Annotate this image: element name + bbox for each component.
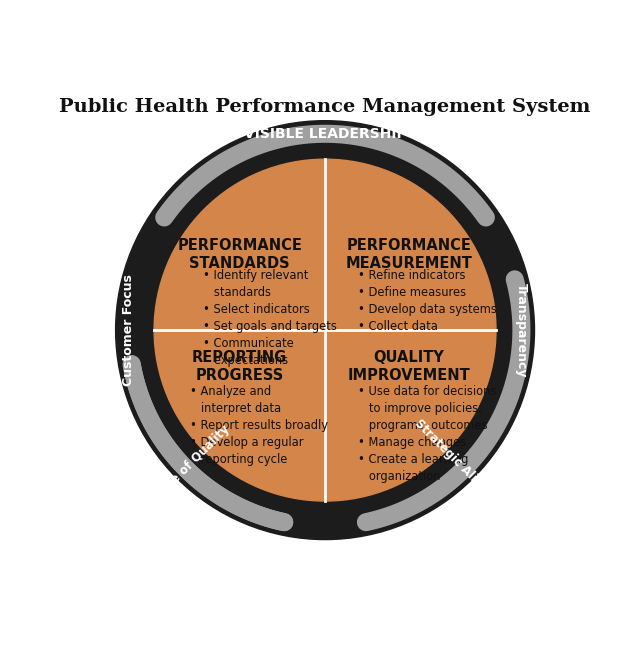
Text: Culture of Quality: Culture of Quality bbox=[140, 423, 232, 515]
Text: PERFORMANCE
MEASUREMENT: PERFORMANCE MEASUREMENT bbox=[345, 239, 472, 271]
Text: PERFORMANCE
STANDARDS: PERFORMANCE STANDARDS bbox=[177, 239, 302, 271]
Text: Public Health Performance Management System: Public Health Performance Management Sys… bbox=[59, 97, 591, 116]
Text: VISIBLE LEADERSHIP: VISIBLE LEADERSHIP bbox=[244, 127, 406, 140]
Circle shape bbox=[154, 159, 496, 501]
Text: • Analyze and
   interpret data
• Report results broadly
• Develop a regular
   : • Analyze and interpret data • Report re… bbox=[189, 385, 328, 466]
Text: Customer Focus: Customer Focus bbox=[122, 274, 135, 386]
Text: • Refine indicators
• Define measures
• Develop data systems
• Collect data: • Refine indicators • Define measures • … bbox=[358, 269, 497, 333]
Text: REPORTING
PROGRESS: REPORTING PROGRESS bbox=[192, 350, 287, 382]
Text: Strategic Alignment: Strategic Alignment bbox=[412, 417, 516, 521]
Circle shape bbox=[116, 121, 535, 540]
Text: • Identify relevant
   standards
• Select indicators
• Set goals and targets
• C: • Identify relevant standards • Select i… bbox=[203, 269, 337, 368]
Text: QUALITY
IMPROVEMENT: QUALITY IMPROVEMENT bbox=[347, 350, 471, 382]
Text: • Use data for decisions
   to improve policies,
   programs, outcomes
• Manage : • Use data for decisions to improve poli… bbox=[358, 385, 497, 482]
Text: Transparency: Transparency bbox=[515, 283, 528, 378]
